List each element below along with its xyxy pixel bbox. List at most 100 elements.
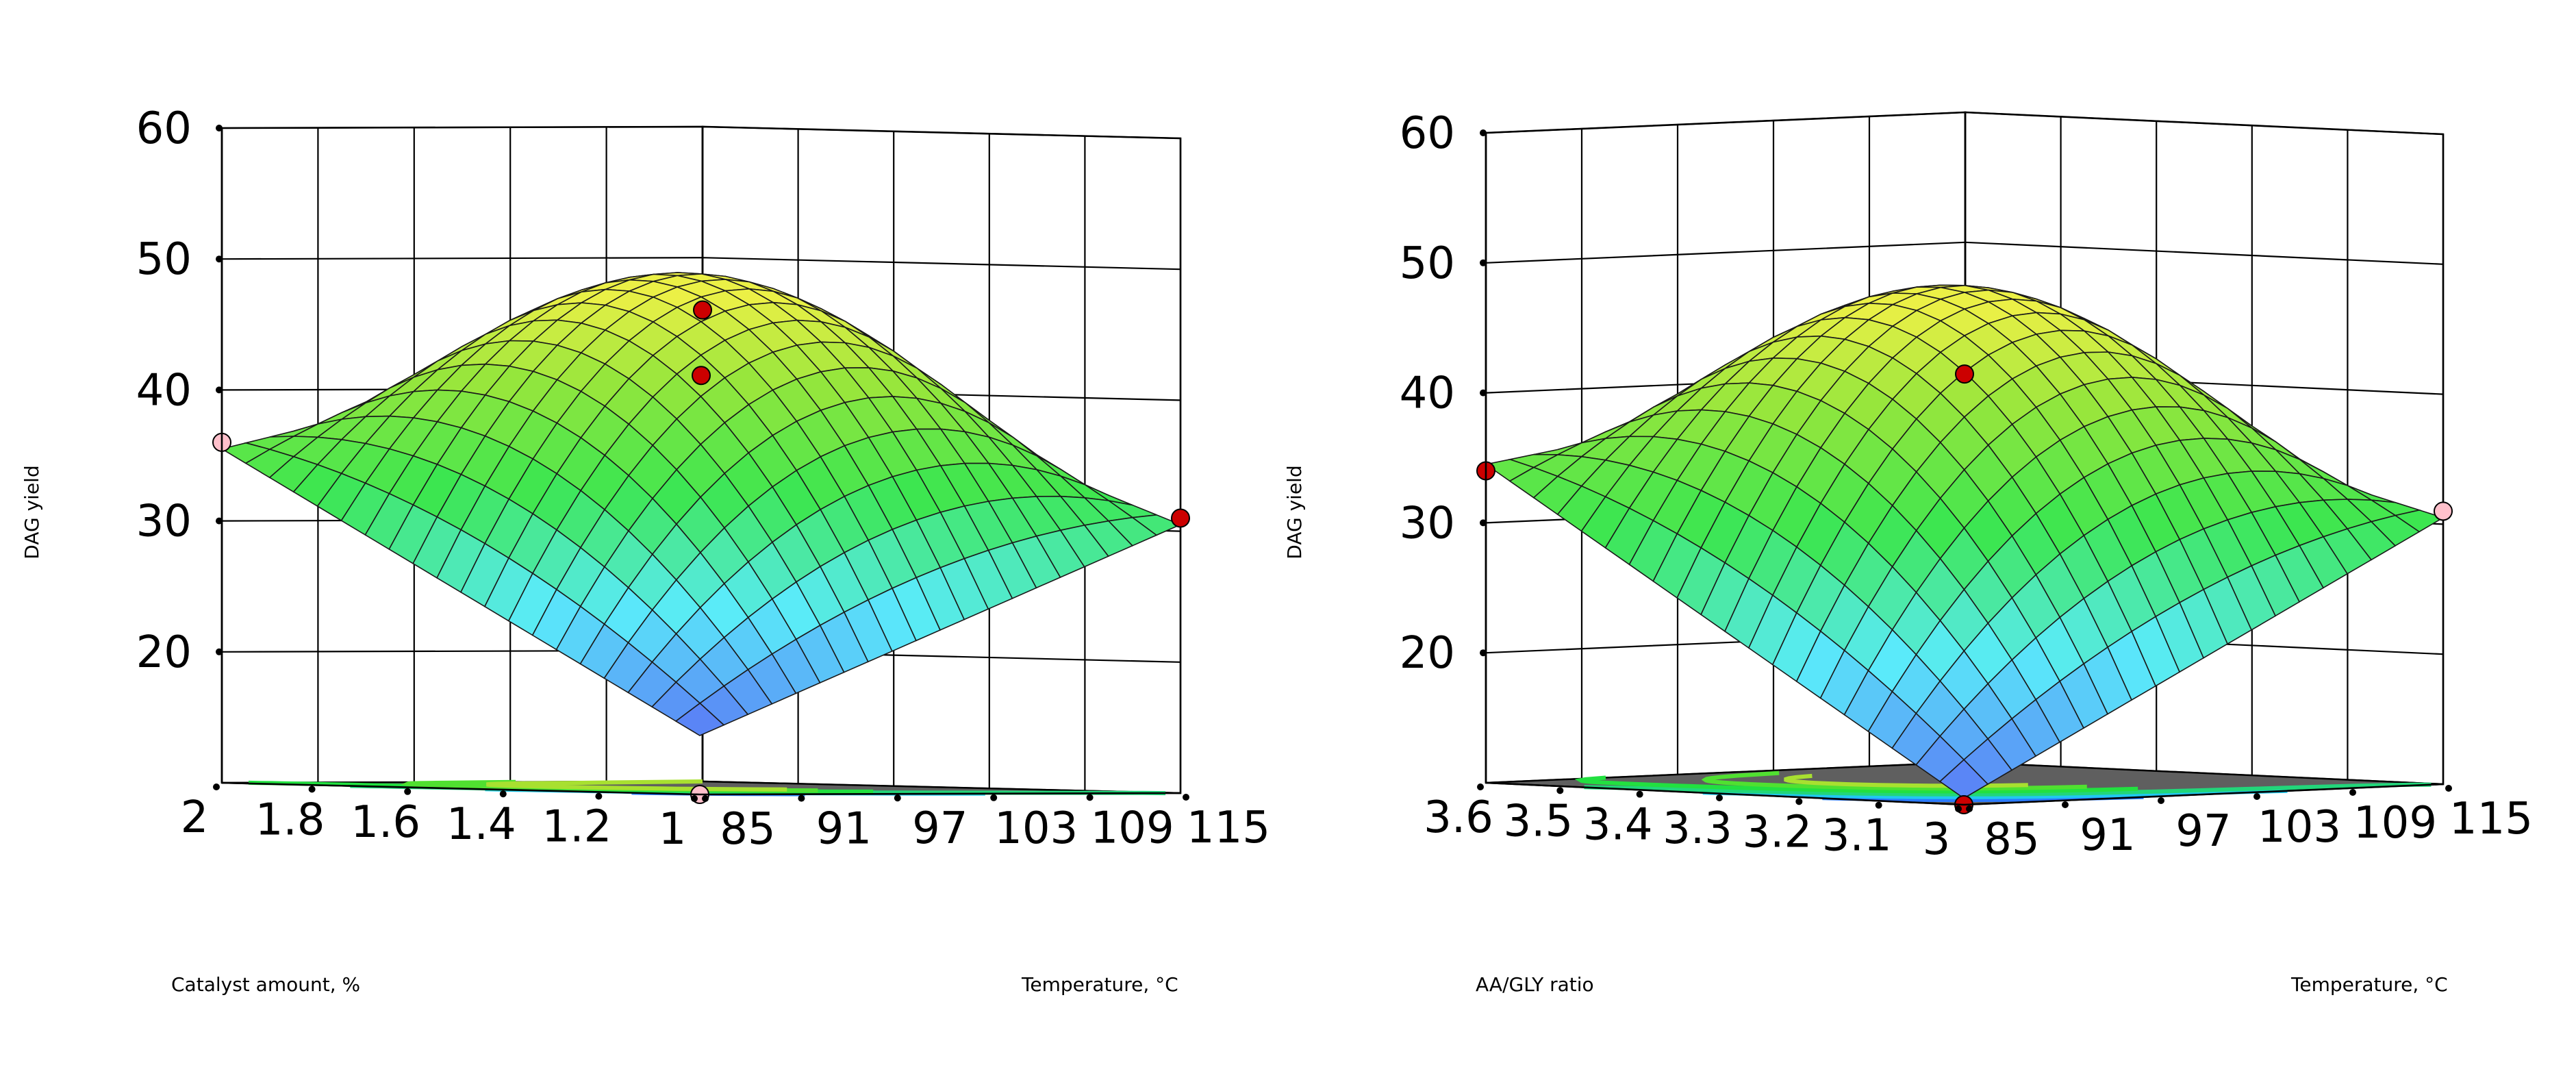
z-tick-label: 60 bbox=[136, 103, 192, 154]
z-tick-mark bbox=[1480, 389, 1487, 397]
x-tick-label: 1.2 bbox=[542, 802, 612, 853]
y-tick-mark bbox=[2349, 789, 2356, 796]
design-points bbox=[212, 300, 1190, 804]
y-tick-mark bbox=[798, 794, 805, 802]
design-point bbox=[1171, 508, 1190, 528]
x-tick-label: 1.8 bbox=[255, 794, 325, 845]
y-tick-mark bbox=[1966, 805, 1973, 812]
contour-line bbox=[1822, 794, 2144, 803]
z-tick-label: 50 bbox=[1400, 238, 1455, 289]
z-tick-mark bbox=[216, 517, 223, 525]
y-tick-label: 91 bbox=[2080, 810, 2135, 861]
contour-line bbox=[1584, 782, 2432, 797]
y-tick-mark bbox=[990, 794, 998, 801]
x-tick-mark bbox=[1795, 798, 1803, 805]
y-axis-label: Temperature, °C bbox=[1021, 973, 1178, 996]
z-tick-mark bbox=[216, 255, 223, 263]
x-tick-label: 3 bbox=[1923, 814, 1951, 865]
contour-line bbox=[1701, 770, 2087, 791]
design-point bbox=[692, 366, 711, 386]
x-tick-label: 3.2 bbox=[1742, 807, 1812, 857]
y-tick-label: 103 bbox=[2258, 802, 2341, 853]
design-point bbox=[693, 300, 712, 320]
y-tick-label: 85 bbox=[1984, 814, 2039, 865]
z-tick-label: 40 bbox=[136, 365, 192, 416]
z-tick-mark bbox=[216, 386, 223, 394]
x-tick-label: 3.4 bbox=[1583, 800, 1653, 851]
y-axis-line bbox=[1963, 783, 2444, 806]
wall-gridline bbox=[1485, 111, 2444, 136]
y-tick-label: 115 bbox=[1187, 803, 1270, 853]
x-tick-mark bbox=[404, 788, 412, 795]
z-tick-mark bbox=[1480, 129, 1487, 136]
x-tick-mark bbox=[499, 790, 507, 798]
wall-gridline bbox=[221, 125, 1181, 140]
z-tick-label: 20 bbox=[136, 627, 192, 678]
x-tick-label: 2 bbox=[181, 792, 209, 843]
z-tick-label: 60 bbox=[1400, 108, 1455, 159]
x-tick-label: 1.6 bbox=[351, 797, 420, 848]
contour-line bbox=[486, 779, 787, 792]
z-axis-label: DAG yield bbox=[1283, 465, 1306, 559]
z-tick-label: 30 bbox=[1400, 498, 1455, 549]
x-tick-mark bbox=[1636, 790, 1643, 798]
y-tick-mark bbox=[2062, 801, 2069, 808]
x-tick-label: 3.1 bbox=[1822, 811, 1892, 862]
z-tick-label: 50 bbox=[136, 234, 192, 285]
y-tick-mark bbox=[702, 795, 709, 802]
z-axis-label: DAG yield bbox=[21, 465, 43, 559]
y-tick-label: 97 bbox=[2175, 806, 2231, 857]
x-tick-mark bbox=[308, 786, 316, 793]
design-point bbox=[1955, 364, 1974, 384]
surface-cell bbox=[674, 702, 725, 736]
y-axis-line bbox=[699, 792, 1181, 796]
z-tick-mark bbox=[216, 125, 223, 131]
z-tick-mark bbox=[1480, 259, 1487, 266]
floor-contours bbox=[1574, 770, 2432, 803]
z-tick-label: 40 bbox=[1400, 368, 1455, 419]
design-point bbox=[2434, 501, 2453, 521]
contour-line bbox=[1702, 788, 2288, 799]
x-axis-label: Catalyst amount, % bbox=[171, 973, 360, 996]
x-tick-label: 3.6 bbox=[1424, 792, 1493, 843]
x-tick-mark bbox=[1556, 787, 1564, 794]
z-tick-mark bbox=[216, 648, 223, 655]
panel-right: DAG yield AA/GLY ratio Temperature, °C 2… bbox=[1283, 108, 2533, 996]
z-tick-label: 20 bbox=[1400, 628, 1455, 679]
y-axis-label: Temperature, °C bbox=[2290, 973, 2448, 996]
y-tick-mark bbox=[2158, 797, 2164, 804]
y-tick-mark bbox=[2445, 785, 2452, 792]
z-tick-label: 30 bbox=[136, 497, 192, 547]
x-tick-mark bbox=[1955, 805, 1962, 812]
z-tick-mark bbox=[1480, 519, 1487, 527]
x-axis-label: AA/GLY ratio bbox=[1476, 973, 1594, 996]
x-tick-mark bbox=[1716, 794, 1723, 801]
contour-line bbox=[1574, 775, 2138, 794]
x-tick-mark bbox=[1875, 801, 1882, 809]
y-tick-label: 97 bbox=[912, 803, 968, 854]
y-tick-mark bbox=[894, 794, 901, 802]
y-tick-mark bbox=[2253, 793, 2260, 800]
y-tick-label: 109 bbox=[2353, 798, 2437, 849]
x-tick-label: 1 bbox=[659, 804, 687, 855]
x-axis-line bbox=[221, 781, 700, 796]
y-tick-label: 91 bbox=[816, 804, 872, 855]
surface-cell bbox=[1939, 759, 1989, 799]
x-tick-mark bbox=[595, 792, 603, 800]
wall-gridline bbox=[221, 257, 1181, 271]
x-axis-line bbox=[1485, 781, 1965, 806]
z-tick-mark bbox=[1480, 649, 1487, 657]
contour-line bbox=[1784, 773, 2028, 788]
x-tick-mark bbox=[691, 795, 698, 802]
y-tick-mark bbox=[1183, 794, 1189, 801]
x-tick-mark bbox=[1477, 783, 1484, 790]
x-tick-label: 3.5 bbox=[1503, 796, 1573, 847]
x-tick-label: 1.4 bbox=[446, 799, 516, 850]
y-tick-label: 109 bbox=[1091, 803, 1174, 853]
x-tick-label: 3.3 bbox=[1663, 803, 1732, 854]
y-tick-label: 85 bbox=[720, 804, 775, 855]
y-tick-label: 115 bbox=[2449, 794, 2533, 844]
wall-gridline bbox=[1485, 241, 2444, 265]
x-tick-mark bbox=[213, 783, 220, 790]
